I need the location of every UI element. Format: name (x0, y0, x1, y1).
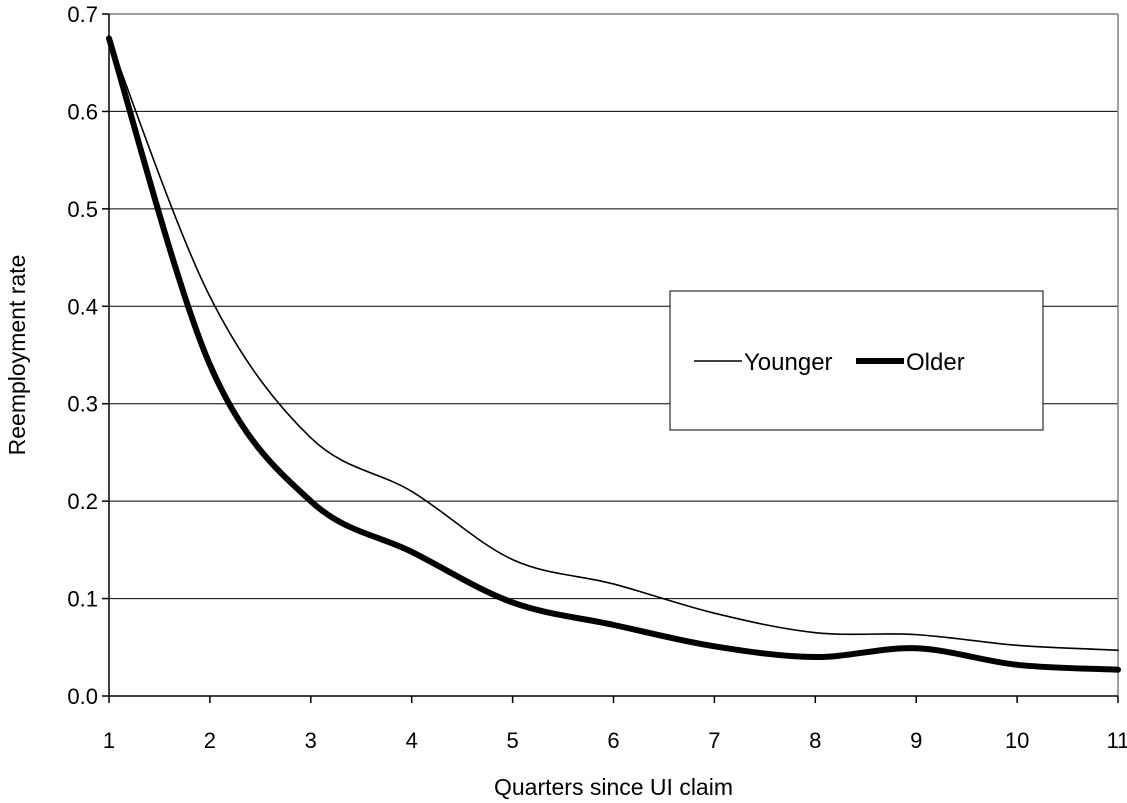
x-tick-label: 1 (103, 728, 115, 753)
series-line-older (106, 35, 1121, 673)
legend: Younger Older (669, 290, 1044, 431)
x-tick-label: 5 (506, 728, 518, 753)
y-tick-label: 0.7 (67, 2, 98, 27)
x-tick-label: 4 (406, 728, 418, 753)
y-axis-title: Reemployment rate (4, 255, 30, 456)
y-tick-label: 0.2 (67, 489, 98, 514)
y-tick-label: 0.1 (67, 587, 98, 612)
legend-label-younger: Younger (744, 349, 833, 376)
x-tick-label: 8 (809, 728, 821, 753)
axes: 0.0 0.1 0.2 0.3 0.4 0.5 0.6 0.7 1 2 3 4 5 6 7 8 9 10 11 (67, 2, 1127, 753)
x-tick-label: 11 (1107, 728, 1127, 753)
x-tick-label: 2 (204, 728, 216, 753)
x-axis-title: Quarters since UI claim (494, 774, 733, 800)
x-tick-label: 9 (910, 728, 922, 753)
y-tick-label: 0.6 (67, 99, 98, 124)
series-line-younger (108, 37, 1119, 652)
x-tick-label: 7 (708, 728, 720, 753)
y-tick-label: 0.5 (67, 197, 98, 222)
y-tick-label: 0.4 (67, 294, 98, 319)
y-tick-label: 0.0 (67, 684, 98, 709)
x-tick-label: 6 (607, 728, 619, 753)
y-tick-label: 0.3 (67, 392, 98, 417)
x-tick-label: 10 (1005, 728, 1029, 753)
legend-label-older: Older (906, 349, 965, 376)
series-lines (106, 35, 1121, 673)
x-tick-label: 3 (305, 728, 317, 753)
